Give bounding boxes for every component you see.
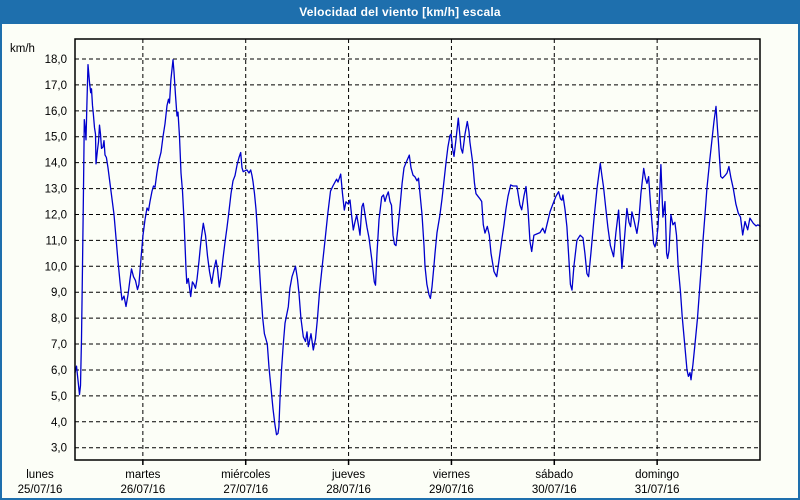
x-axis-day-label: miércoles — [221, 469, 270, 481]
y-axis-unit-label: km/h — [10, 43, 35, 55]
x-axis-date-label: 26/07/16 — [120, 484, 165, 496]
x-axis-date-label: 27/07/16 — [223, 484, 268, 496]
y-axis-label: 11,0 — [45, 235, 67, 247]
x-axis-day-label: jueves — [331, 469, 365, 481]
x-axis-day-label: martes — [125, 469, 160, 481]
x-axis-date-label: 25/07/16 — [18, 484, 63, 496]
x-axis-day-label: sábado — [535, 469, 573, 481]
y-axis-label: 12,0 — [45, 209, 67, 221]
x-axis-date-label: 29/07/16 — [429, 484, 474, 496]
x-axis-date-label: 31/07/16 — [635, 484, 680, 496]
y-axis-label: 8,0 — [51, 313, 67, 325]
y-axis-label: 16,0 — [45, 106, 67, 118]
x-axis-day-label: domingo — [635, 469, 679, 481]
plot-background — [75, 39, 760, 460]
y-axis-label: 13,0 — [45, 184, 67, 196]
y-axis-label: 4,0 — [51, 417, 67, 429]
plot-border — [74, 38, 761, 461]
y-axis-label: 7,0 — [51, 339, 67, 351]
y-axis-label: 10,0 — [45, 261, 67, 273]
y-axis-label: 6,0 — [51, 365, 67, 377]
chart-titlebar: Velocidad del viento [km/h] escala — [0, 0, 800, 24]
y-axis-label: 3,0 — [51, 443, 67, 455]
y-axis-label: 5,0 — [51, 391, 67, 403]
series-line — [74, 59, 761, 436]
x-axis-day-label: viernes — [433, 469, 470, 481]
y-axis-label: 14,0 — [45, 158, 67, 170]
y-axis-label: 18,0 — [45, 54, 67, 66]
chart-title: Velocidad del viento [km/h] escala — [299, 5, 501, 19]
x-axis-day-label: lunes — [26, 469, 54, 481]
y-axis-label: 17,0 — [45, 80, 67, 92]
x-axis-date-label: 28/07/16 — [326, 484, 371, 496]
x-axis-date-label: 30/07/16 — [532, 484, 577, 496]
y-axis-label: 9,0 — [51, 287, 67, 299]
y-axis-label: 15,0 — [45, 132, 67, 144]
